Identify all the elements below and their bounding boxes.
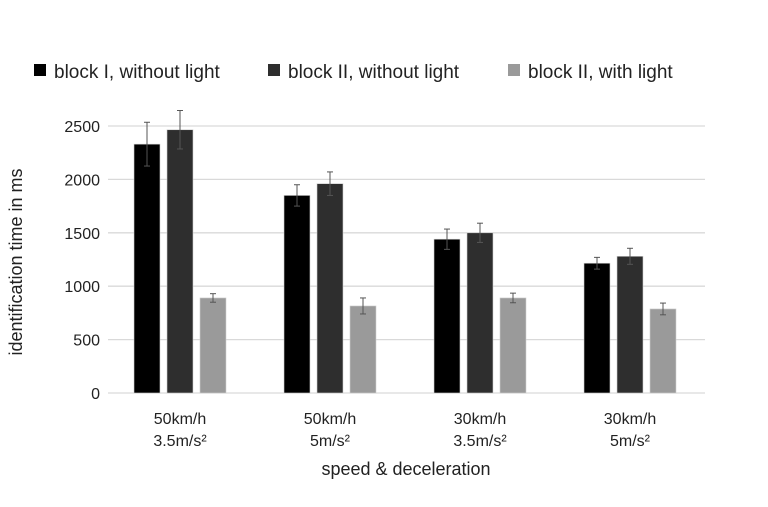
bar — [133, 143, 161, 394]
bar — [433, 238, 461, 394]
x-tick-label: 3.5m/s² — [453, 433, 507, 450]
error-bar — [477, 222, 483, 243]
y-tick-label: 500 — [73, 333, 100, 350]
bar — [283, 195, 311, 394]
bars — [133, 110, 677, 394]
legend-swatch — [34, 64, 46, 76]
y-tick-label: 2500 — [64, 119, 100, 136]
x-tick-label: 50km/h — [304, 411, 356, 428]
error-bar — [444, 228, 450, 250]
error-bar — [627, 247, 633, 265]
legend-label: block II, with light — [528, 62, 673, 83]
error-bar — [144, 121, 150, 167]
x-tick-label: 3.5m/s² — [153, 433, 207, 450]
bar — [166, 129, 194, 394]
bar — [349, 305, 377, 394]
x-tick-label: 30km/h — [604, 411, 656, 428]
y-tick-label: 1500 — [64, 226, 100, 243]
y-tick-label: 2000 — [64, 172, 100, 189]
legend: block I, without light block II, without … — [34, 62, 673, 83]
error-bar — [177, 110, 183, 150]
y-tick-label: 1000 — [64, 279, 100, 296]
bar — [466, 232, 494, 394]
y-tick-label: 0 — [91, 386, 100, 403]
bar — [199, 297, 227, 394]
x-tick-label: 30km/h — [454, 411, 506, 428]
legend-label: block II, without light — [288, 62, 460, 83]
error-bar — [594, 256, 600, 270]
x-axis-label: speed & deceleration — [321, 459, 490, 479]
error-bar — [510, 292, 516, 304]
error-bar — [660, 302, 666, 316]
bar — [616, 255, 644, 394]
bar — [583, 262, 611, 394]
error-bar — [360, 297, 366, 315]
error-bar — [294, 184, 300, 207]
error-bar — [210, 293, 216, 303]
x-tick-labels: 50km/h 3.5m/s² 50km/h 5m/s² 30km/h 3.5m/s² 30k… — [153, 411, 656, 450]
legend-swatch — [268, 64, 280, 76]
x-tick-label: 5m/s² — [610, 433, 651, 450]
bar — [316, 183, 344, 394]
legend-swatch — [508, 64, 520, 76]
bar — [649, 308, 677, 394]
y-axis-label: identification time in ms — [6, 168, 26, 355]
error-bar — [327, 171, 333, 196]
bar — [499, 297, 527, 394]
legend-label: block I, without light — [54, 62, 221, 83]
x-tick-label: 50km/h — [154, 411, 206, 428]
x-tick-label: 5m/s² — [310, 433, 351, 450]
